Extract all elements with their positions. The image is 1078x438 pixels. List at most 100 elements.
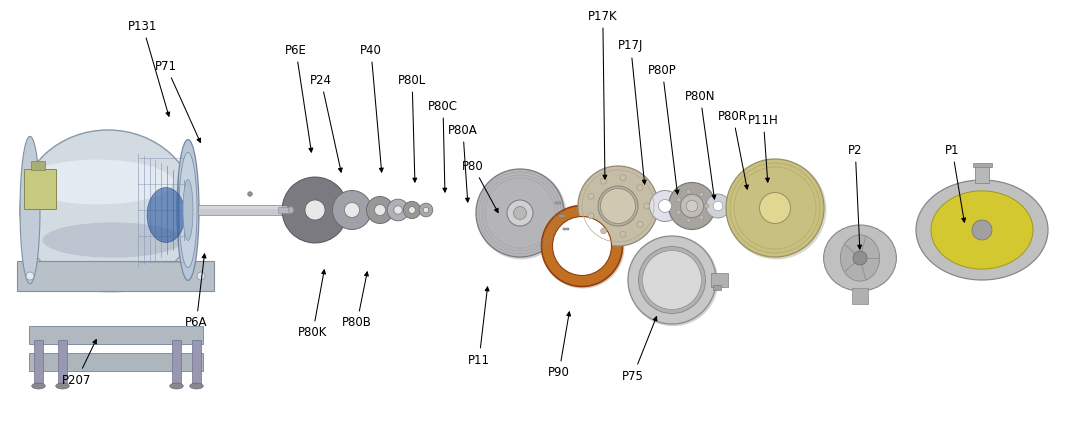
- Circle shape: [628, 236, 718, 326]
- Circle shape: [541, 205, 624, 289]
- Circle shape: [972, 220, 992, 240]
- Ellipse shape: [56, 383, 69, 389]
- Circle shape: [668, 183, 716, 230]
- Text: P6A: P6A: [185, 254, 207, 329]
- Ellipse shape: [177, 140, 199, 280]
- Circle shape: [638, 247, 705, 314]
- Circle shape: [680, 194, 704, 218]
- Circle shape: [26, 272, 34, 280]
- Ellipse shape: [179, 152, 197, 268]
- FancyBboxPatch shape: [17, 261, 215, 291]
- Circle shape: [727, 159, 827, 259]
- Ellipse shape: [824, 225, 897, 291]
- FancyBboxPatch shape: [201, 206, 287, 208]
- Ellipse shape: [43, 223, 183, 258]
- Circle shape: [687, 200, 697, 212]
- Circle shape: [588, 213, 594, 219]
- Circle shape: [687, 189, 691, 194]
- Circle shape: [345, 202, 359, 218]
- Circle shape: [659, 199, 672, 212]
- FancyBboxPatch shape: [559, 215, 565, 217]
- Circle shape: [699, 192, 704, 197]
- Ellipse shape: [20, 130, 196, 290]
- Text: P80K: P80K: [298, 270, 328, 339]
- Text: P80L: P80L: [398, 74, 426, 182]
- FancyBboxPatch shape: [278, 207, 290, 213]
- Circle shape: [620, 175, 626, 181]
- Text: P6E: P6E: [285, 43, 313, 152]
- Ellipse shape: [841, 235, 880, 281]
- Circle shape: [725, 159, 824, 257]
- FancyBboxPatch shape: [198, 205, 290, 215]
- Circle shape: [644, 203, 650, 209]
- Ellipse shape: [916, 180, 1048, 280]
- Text: P11H: P11H: [748, 113, 778, 182]
- Ellipse shape: [169, 383, 183, 389]
- Text: P131: P131: [128, 20, 169, 116]
- FancyBboxPatch shape: [972, 163, 992, 167]
- Text: P2: P2: [848, 144, 862, 249]
- FancyBboxPatch shape: [31, 161, 45, 170]
- Circle shape: [650, 191, 680, 222]
- Text: P40: P40: [360, 43, 384, 172]
- Circle shape: [598, 186, 638, 226]
- Circle shape: [687, 218, 691, 223]
- Circle shape: [676, 198, 681, 202]
- Circle shape: [706, 194, 730, 218]
- Text: P80C: P80C: [428, 99, 458, 192]
- Ellipse shape: [147, 187, 185, 243]
- Circle shape: [705, 204, 709, 208]
- Text: P80: P80: [462, 159, 498, 212]
- Circle shape: [403, 201, 420, 219]
- FancyBboxPatch shape: [564, 228, 568, 230]
- Text: P11: P11: [468, 287, 490, 367]
- Circle shape: [760, 192, 790, 223]
- Circle shape: [541, 205, 622, 286]
- Circle shape: [553, 216, 611, 276]
- FancyBboxPatch shape: [555, 202, 561, 204]
- FancyBboxPatch shape: [29, 353, 203, 371]
- FancyBboxPatch shape: [852, 288, 868, 304]
- FancyBboxPatch shape: [24, 169, 56, 209]
- Ellipse shape: [20, 136, 40, 283]
- Bar: [58, 340, 67, 386]
- Circle shape: [282, 177, 348, 243]
- Circle shape: [699, 215, 704, 220]
- Circle shape: [676, 210, 681, 215]
- Circle shape: [387, 199, 409, 221]
- Circle shape: [367, 197, 393, 223]
- Circle shape: [248, 191, 252, 196]
- Text: P80A: P80A: [448, 124, 478, 202]
- Text: P24: P24: [310, 74, 342, 172]
- Circle shape: [393, 206, 402, 214]
- Circle shape: [588, 193, 594, 199]
- Circle shape: [714, 201, 723, 211]
- Ellipse shape: [183, 180, 193, 240]
- Circle shape: [409, 207, 415, 213]
- Text: P1: P1: [945, 144, 966, 222]
- Circle shape: [853, 251, 867, 265]
- Text: P207: P207: [63, 339, 96, 386]
- Text: P80N: P80N: [685, 89, 716, 199]
- Text: P80R: P80R: [718, 110, 748, 189]
- Circle shape: [513, 206, 526, 219]
- Text: P90: P90: [548, 312, 570, 379]
- FancyBboxPatch shape: [713, 285, 721, 290]
- Circle shape: [305, 200, 324, 220]
- Circle shape: [628, 236, 716, 324]
- Bar: [192, 340, 201, 386]
- FancyBboxPatch shape: [711, 273, 728, 287]
- Text: P80B: P80B: [342, 272, 372, 329]
- Ellipse shape: [24, 159, 172, 205]
- Circle shape: [642, 251, 702, 310]
- Ellipse shape: [23, 133, 199, 293]
- Circle shape: [600, 228, 607, 234]
- FancyBboxPatch shape: [975, 165, 990, 183]
- FancyBboxPatch shape: [29, 326, 203, 344]
- Text: P71: P71: [155, 60, 201, 142]
- Circle shape: [197, 272, 205, 280]
- Text: P17J: P17J: [618, 39, 646, 184]
- Circle shape: [476, 169, 566, 259]
- Ellipse shape: [288, 207, 293, 213]
- Ellipse shape: [31, 383, 45, 389]
